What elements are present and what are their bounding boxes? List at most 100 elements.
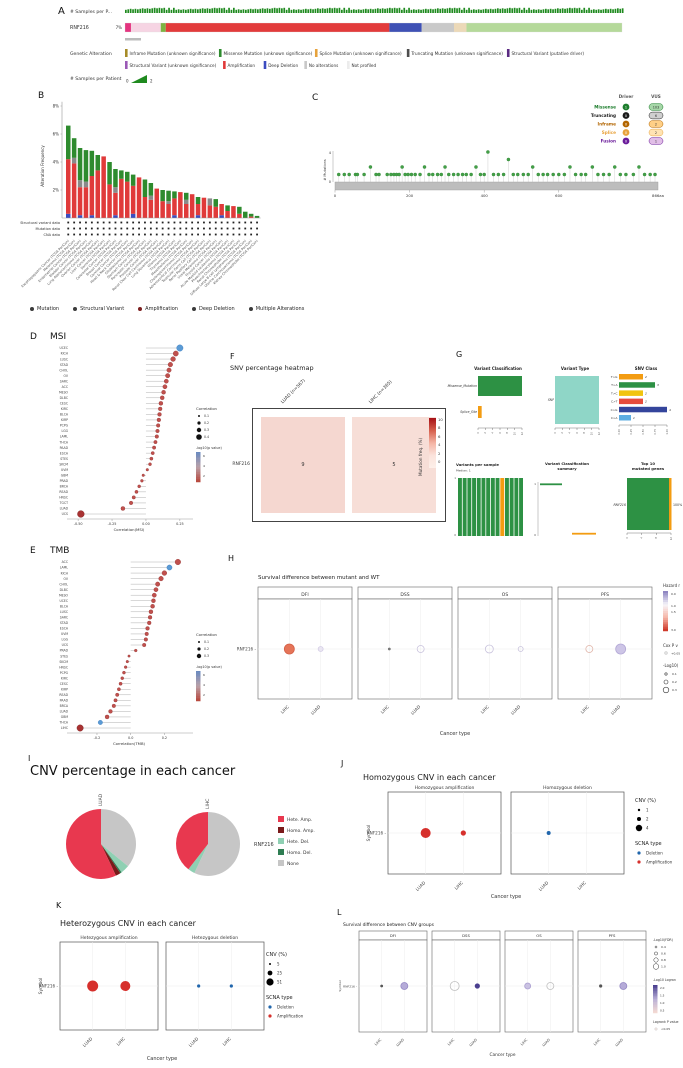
svg-text:BLCA: BLCA <box>60 604 69 608</box>
svg-text:0.2: 0.2 <box>204 421 209 425</box>
svg-text:OV: OV <box>64 374 69 378</box>
svg-text:UVM: UVM <box>61 632 68 636</box>
svg-text:T>C: T>C <box>610 391 617 395</box>
svg-text:0: 0 <box>625 131 627 135</box>
svg-text:BLCA: BLCA <box>60 413 69 417</box>
svg-text:KIRP: KIRP <box>61 687 68 691</box>
svg-text:1.0: 1.0 <box>660 1001 665 1005</box>
svg-text:Cox P v: Cox P v <box>663 643 678 648</box>
svg-text:LGG: LGG <box>61 638 68 642</box>
svg-text:SKCM: SKCM <box>59 660 68 664</box>
panel-a-oncoprint: A # Samples per P... RNF216 7% Genetic Alter… <box>58 6 624 84</box>
svg-text:KICH: KICH <box>61 571 69 575</box>
svg-text:4%: 4% <box>53 160 60 165</box>
svg-text:1.0: 1.0 <box>661 965 666 969</box>
svg-text:0: 0 <box>534 533 536 537</box>
alteration-legend-dot <box>30 307 34 311</box>
svg-text:RNF216 -: RNF216 - <box>237 647 257 652</box>
svg-text:T>G: T>G <box>610 375 618 379</box>
svg-text:1: 1 <box>646 808 649 813</box>
svg-text:6: 6 <box>498 432 502 434</box>
svg-text:Cancer type: Cancer type <box>489 1052 515 1058</box>
svg-text:SKCM: SKCM <box>59 462 68 466</box>
svg-text:LUAD: LUAD <box>60 507 69 511</box>
svg-text:CESC: CESC <box>60 682 68 686</box>
svg-text:LUAD: LUAD <box>610 704 622 716</box>
svg-text:2: 2 <box>655 131 657 135</box>
svg-text:12: 12 <box>520 432 524 436</box>
svg-text:LAML: LAML <box>60 566 69 570</box>
svg-text:2: 2 <box>645 400 647 404</box>
svg-text:0: 0 <box>625 537 629 539</box>
svg-text:LUSC: LUSC <box>60 610 68 614</box>
svg-text:2%: 2% <box>53 188 60 193</box>
svg-text:6: 6 <box>655 114 657 118</box>
svg-text:HNSC: HNSC <box>59 496 68 500</box>
svg-text:0: 0 <box>334 193 337 198</box>
svg-text:PFS: PFS <box>609 933 616 938</box>
svg-text:Truncating: Truncating <box>591 113 616 118</box>
svg-text:LUAD: LUAD <box>510 704 522 716</box>
svg-text:6: 6 <box>575 432 579 434</box>
svg-text:600: 600 <box>555 193 563 198</box>
svg-text:Not profiled: Not profiled <box>352 63 377 68</box>
svg-text:0.2: 0.2 <box>204 647 209 651</box>
svg-text:4: 4 <box>669 408 671 412</box>
svg-text:UVM: UVM <box>61 468 68 472</box>
svg-text:0: 0 <box>454 533 456 537</box>
svg-text:BRCA: BRCA <box>60 704 69 708</box>
svg-text:0.5: 0.5 <box>660 1009 665 1013</box>
svg-text:RNF216: RNF216 <box>254 842 274 848</box>
svg-text:+0.05: +0.05 <box>671 651 680 655</box>
svg-text:Cancer type: Cancer type <box>491 894 521 900</box>
svg-text:SCNA type: SCNA type <box>266 995 293 1001</box>
svg-text:1: 1 <box>534 482 536 486</box>
svg-text:VUS: VUS <box>651 94 661 99</box>
svg-text:DFI: DFI <box>390 933 396 938</box>
heatmap-value-luad: 9 <box>301 462 305 468</box>
svg-text:KIRC: KIRC <box>61 676 68 680</box>
svg-text:GBM: GBM <box>61 715 69 719</box>
svg-text:ACC: ACC <box>62 560 68 564</box>
svg-text:7%: 7% <box>116 25 123 30</box>
heatmap-cell-luad: 9 <box>261 417 345 513</box>
variants-per-sample-chart: Variants per sample Median: 11 0 <box>454 462 523 537</box>
svg-text:Variant Classification: Variant Classification <box>545 462 589 466</box>
svg-text:MESO: MESO <box>59 390 69 394</box>
svg-text:Missense Mutation (unknown sig: Missense Mutation (unknown significance) <box>223 51 312 56</box>
svg-text:2: 2 <box>646 817 649 822</box>
svg-text:200: 200 <box>406 193 414 198</box>
svg-text:0.3: 0.3 <box>204 428 209 432</box>
svg-text:Homozygous CNV in each cancer: Homozygous CNV in each cancer <box>363 773 496 782</box>
svg-text:UCS: UCS <box>62 512 68 516</box>
svg-text:LIHC: LIHC <box>593 1037 602 1046</box>
svg-text:1.5: 1.5 <box>671 610 676 614</box>
svg-text:ESCA: ESCA <box>60 627 69 631</box>
svg-text:51: 51 <box>277 980 283 985</box>
svg-text:<0.05: <0.05 <box>661 1027 670 1031</box>
heatmap-legend-colorbar <box>429 418 436 468</box>
svg-text:Structural variant data: Structural variant data <box>20 221 60 225</box>
svg-text:L: L <box>337 908 342 917</box>
svg-text:Correlation: Correlation <box>196 632 218 637</box>
svg-text:Top 10: Top 10 <box>641 461 655 466</box>
svg-text:GBM: GBM <box>61 473 69 477</box>
svg-text:6: 6 <box>203 454 205 458</box>
alteration-legend-item: Mutation <box>30 306 59 312</box>
svg-text:LIHC: LIHC <box>520 1037 529 1046</box>
svg-text:DLBC: DLBC <box>60 588 68 592</box>
svg-text:H: H <box>228 554 234 563</box>
svg-text:8: 8 <box>505 432 509 434</box>
svg-text:0.50: 0.50 <box>641 429 645 435</box>
svg-text:0.1: 0.1 <box>672 672 677 676</box>
svg-text:0: 0 <box>126 79 129 84</box>
svg-text:3: 3 <box>657 383 659 387</box>
alteration-legend-dot <box>73 307 78 311</box>
svg-text:STES: STES <box>60 457 68 461</box>
svg-text:0.4: 0.4 <box>661 945 666 949</box>
svg-text:Amplification: Amplification <box>646 860 673 865</box>
svg-text:10: 10 <box>512 432 516 436</box>
svg-text:8: 8 <box>654 537 658 539</box>
